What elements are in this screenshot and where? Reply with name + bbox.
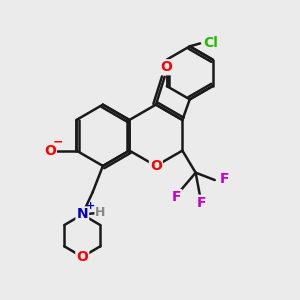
Text: −: − bbox=[53, 136, 63, 149]
Text: F: F bbox=[172, 190, 181, 204]
Text: O: O bbox=[150, 159, 162, 173]
Text: F: F bbox=[220, 172, 229, 186]
Text: N: N bbox=[76, 208, 88, 221]
Text: +: + bbox=[86, 201, 95, 211]
Text: O: O bbox=[76, 250, 88, 264]
Text: O: O bbox=[44, 144, 56, 158]
Text: H: H bbox=[95, 206, 106, 219]
Text: Cl: Cl bbox=[203, 36, 218, 50]
Text: F: F bbox=[197, 196, 206, 210]
Text: O: O bbox=[160, 60, 172, 74]
